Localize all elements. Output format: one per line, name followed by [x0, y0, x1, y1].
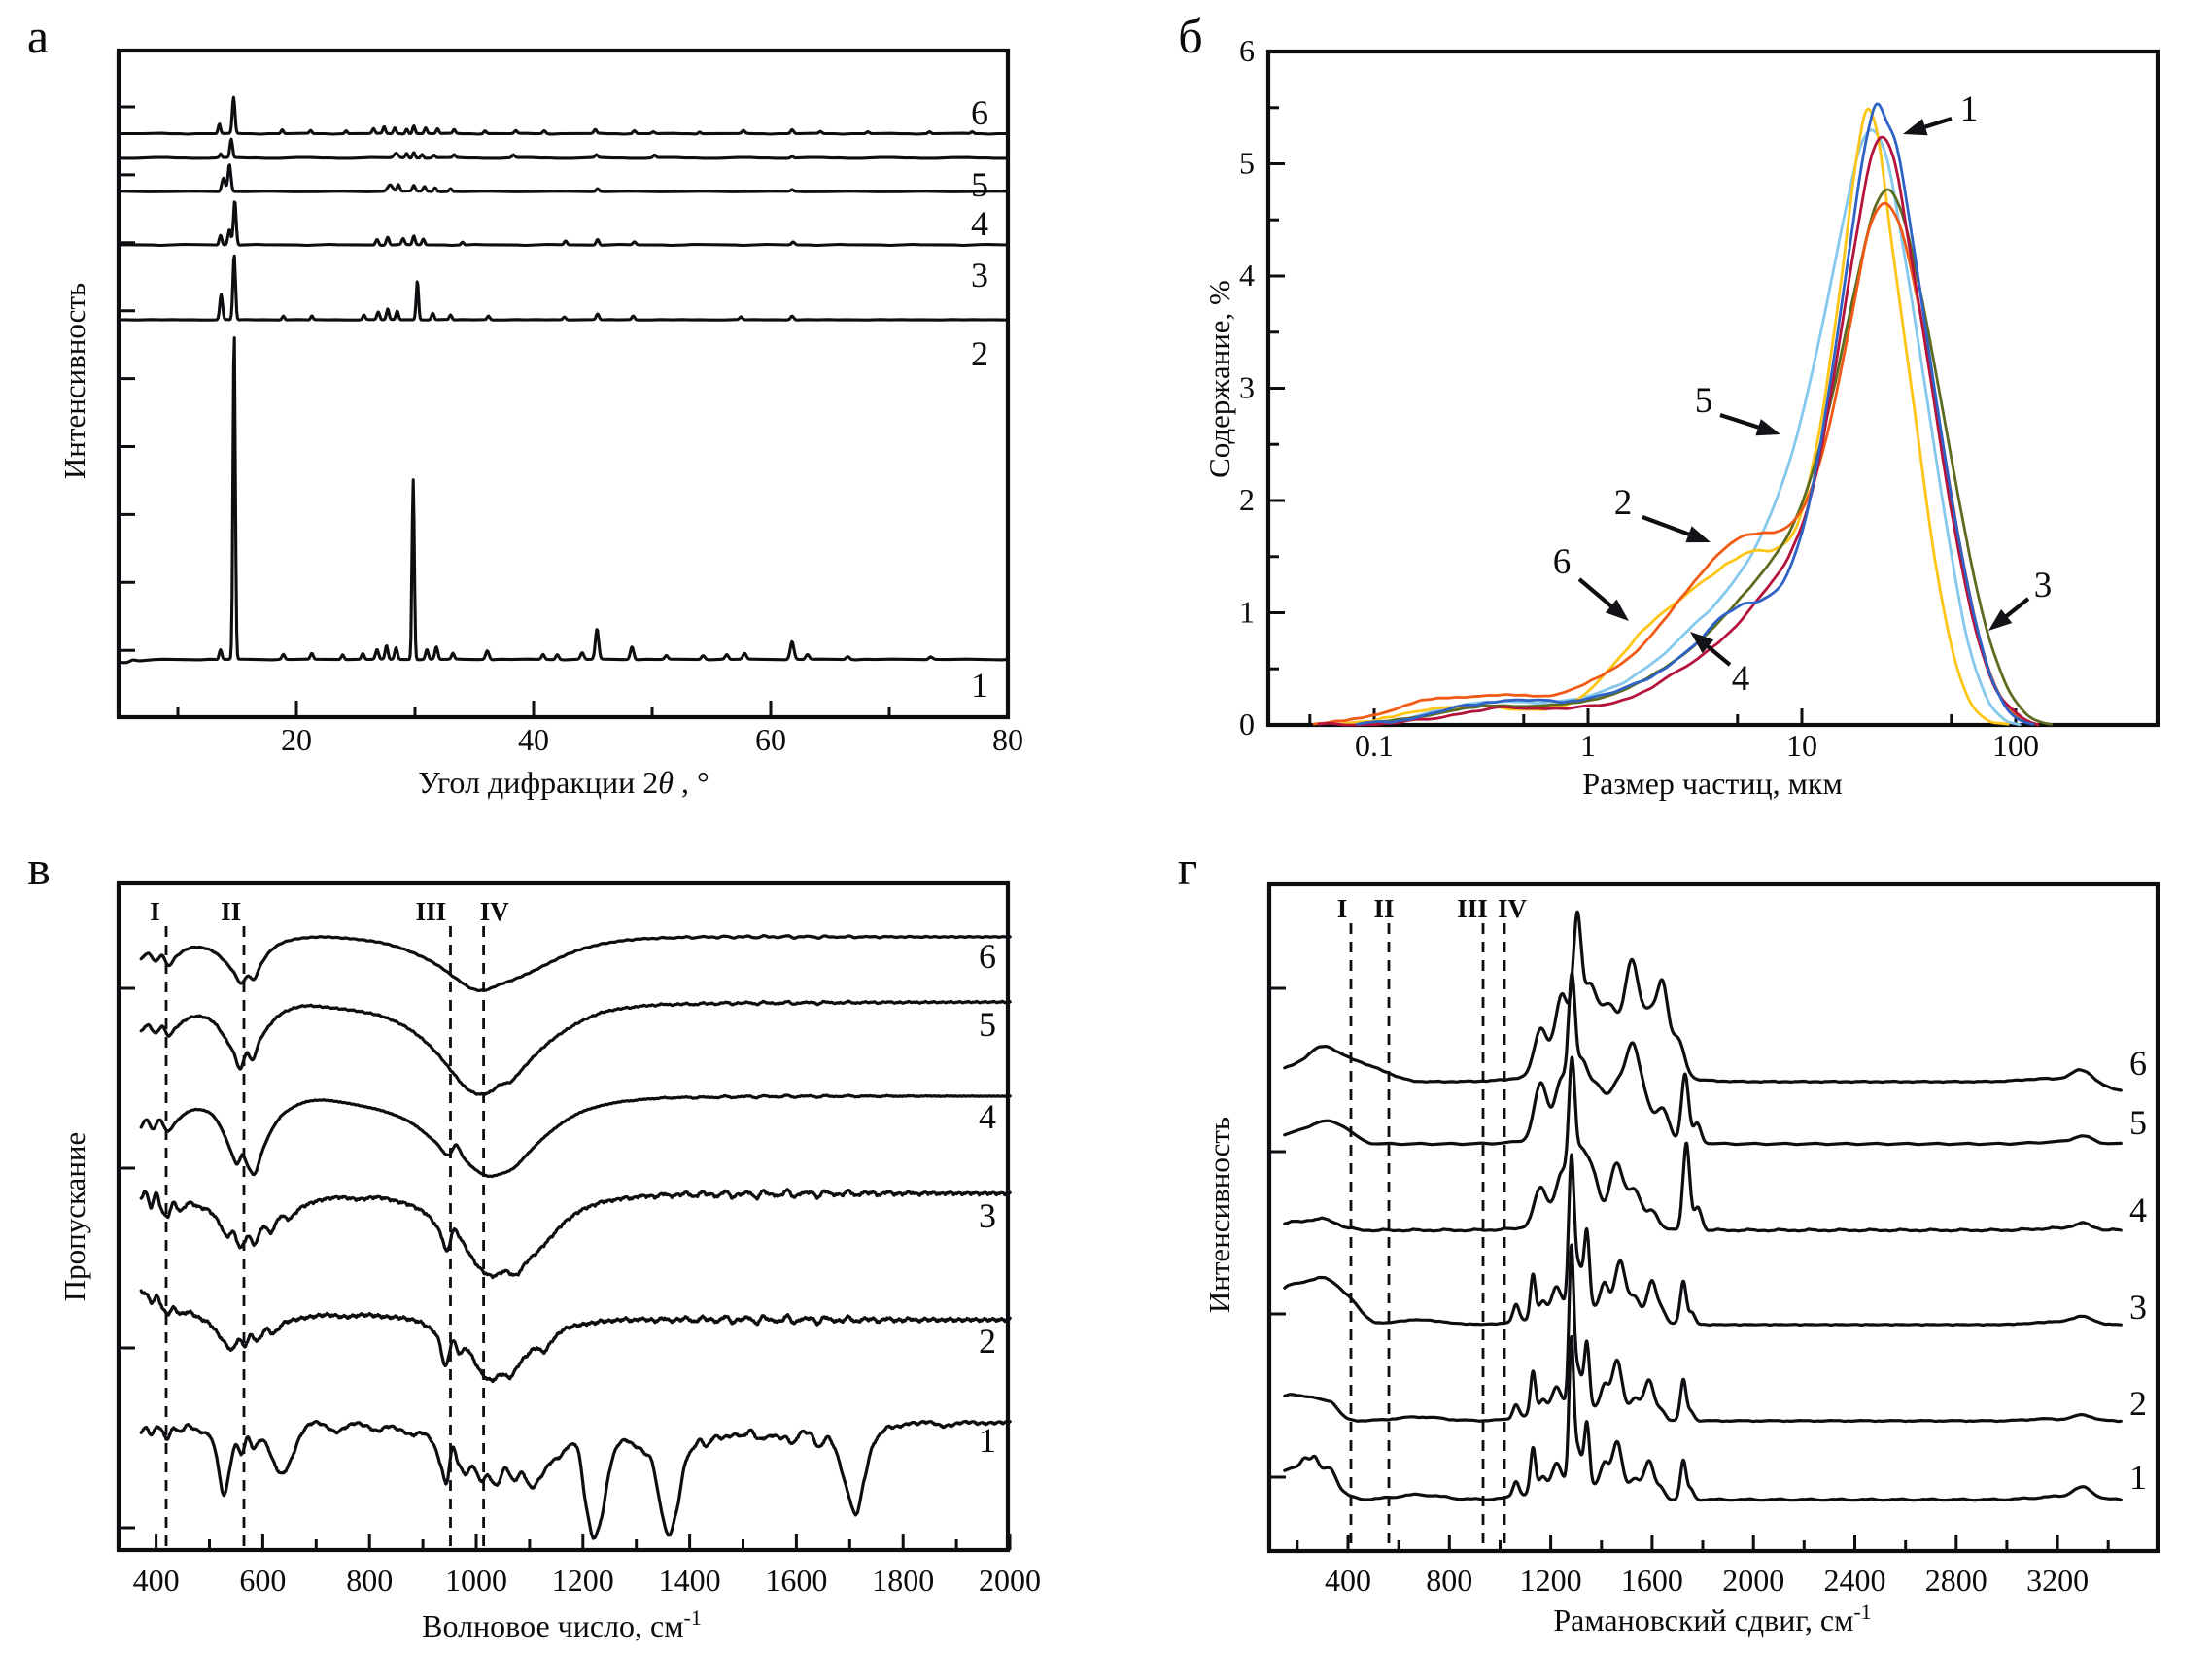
svg-text:1: 1 [1239, 595, 1255, 630]
svg-text:4: 4 [2129, 1190, 2147, 1229]
svg-text:5: 5 [1695, 381, 1713, 421]
svg-text:4: 4 [1732, 659, 1750, 699]
svg-text:2800: 2800 [1925, 1563, 1987, 1598]
svg-text:а: а [27, 9, 49, 63]
svg-text:2: 2 [1614, 483, 1633, 523]
svg-text:1600: 1600 [1621, 1563, 1683, 1598]
svg-text:1400: 1400 [659, 1563, 721, 1598]
svg-text:1: 1 [971, 666, 988, 705]
svg-text:4: 4 [1239, 258, 1255, 293]
svg-text:2: 2 [1239, 482, 1255, 517]
svg-text:Рамановский сдвиг, см-1: Рамановский сдвиг, см-1 [1553, 1600, 1871, 1638]
svg-text:10: 10 [1786, 728, 1817, 763]
svg-text:40: 40 [518, 722, 549, 757]
svg-text:800: 800 [346, 1563, 393, 1598]
svg-text:3: 3 [971, 256, 988, 294]
svg-text:1600: 1600 [765, 1563, 827, 1598]
svg-text:3: 3 [2129, 1288, 2147, 1327]
svg-text:1000: 1000 [445, 1563, 507, 1598]
svg-text:0: 0 [1239, 707, 1255, 742]
svg-text:3: 3 [979, 1196, 996, 1235]
svg-text:1200: 1200 [552, 1563, 614, 1598]
svg-text:5: 5 [2129, 1103, 2147, 1142]
svg-text:3: 3 [1239, 370, 1255, 405]
svg-text:Угол дифракции 2θ , °: Угол дифракции 2θ , ° [418, 765, 709, 800]
svg-text:Интенсивность: Интенсивность [57, 283, 91, 479]
svg-text:6: 6 [2129, 1044, 2147, 1083]
svg-text:Размер частиц, мкм: Размер частиц, мкм [1582, 766, 1842, 801]
svg-text:I: I [1337, 894, 1348, 923]
svg-text:2: 2 [979, 1322, 996, 1361]
svg-text:I: I [150, 897, 160, 926]
svg-text:6: 6 [979, 937, 996, 976]
svg-text:5: 5 [1239, 146, 1255, 181]
svg-text:3200: 3200 [2026, 1563, 2089, 1598]
svg-text:Пропускание: Пропускание [57, 1132, 91, 1302]
svg-text:1800: 1800 [872, 1563, 934, 1598]
svg-text:2: 2 [971, 334, 988, 373]
svg-text:1: 1 [2129, 1458, 2147, 1497]
svg-text:800: 800 [1426, 1563, 1472, 1598]
svg-text:600: 600 [239, 1563, 286, 1598]
svg-text:II: II [221, 897, 241, 926]
svg-text:IV: IV [480, 897, 510, 926]
svg-text:2: 2 [2129, 1384, 2147, 1423]
svg-text:5: 5 [971, 165, 988, 204]
svg-text:0.1: 0.1 [1355, 728, 1394, 763]
svg-text:400: 400 [1325, 1563, 1371, 1598]
svg-text:6: 6 [1553, 542, 1572, 582]
svg-text:60: 60 [755, 722, 786, 757]
svg-text:80: 80 [992, 722, 1023, 757]
svg-text:20: 20 [281, 722, 312, 757]
svg-text:6: 6 [971, 93, 988, 132]
svg-text:III: III [1457, 894, 1488, 923]
svg-text:3: 3 [2034, 566, 2053, 605]
svg-text:II: II [1373, 894, 1394, 923]
svg-text:2400: 2400 [1824, 1563, 1886, 1598]
svg-text:1: 1 [979, 1421, 996, 1460]
svg-text:Волновое число, см-1: Волновое число, см-1 [422, 1605, 702, 1643]
svg-text:2000: 2000 [979, 1563, 1041, 1598]
svg-text:4: 4 [979, 1097, 996, 1136]
svg-text:5: 5 [979, 1005, 996, 1044]
svg-text:IV: IV [1498, 894, 1528, 923]
svg-text:6: 6 [1239, 33, 1255, 68]
svg-text:400: 400 [133, 1563, 180, 1598]
svg-text:Содержание, %: Содержание, % [1202, 280, 1236, 478]
svg-text:в: в [27, 841, 51, 895]
svg-text:III: III [416, 897, 447, 926]
svg-text:б: б [1178, 9, 1202, 63]
svg-text:1: 1 [1960, 89, 1979, 129]
svg-text:100: 100 [1992, 728, 2039, 763]
svg-text:г: г [1178, 841, 1198, 895]
svg-text:2000: 2000 [1722, 1563, 1784, 1598]
svg-text:1: 1 [1580, 728, 1596, 763]
svg-text:1200: 1200 [1520, 1563, 1582, 1598]
svg-text:4: 4 [971, 204, 988, 243]
svg-text:Интенсивность: Интенсивность [1202, 1117, 1236, 1313]
